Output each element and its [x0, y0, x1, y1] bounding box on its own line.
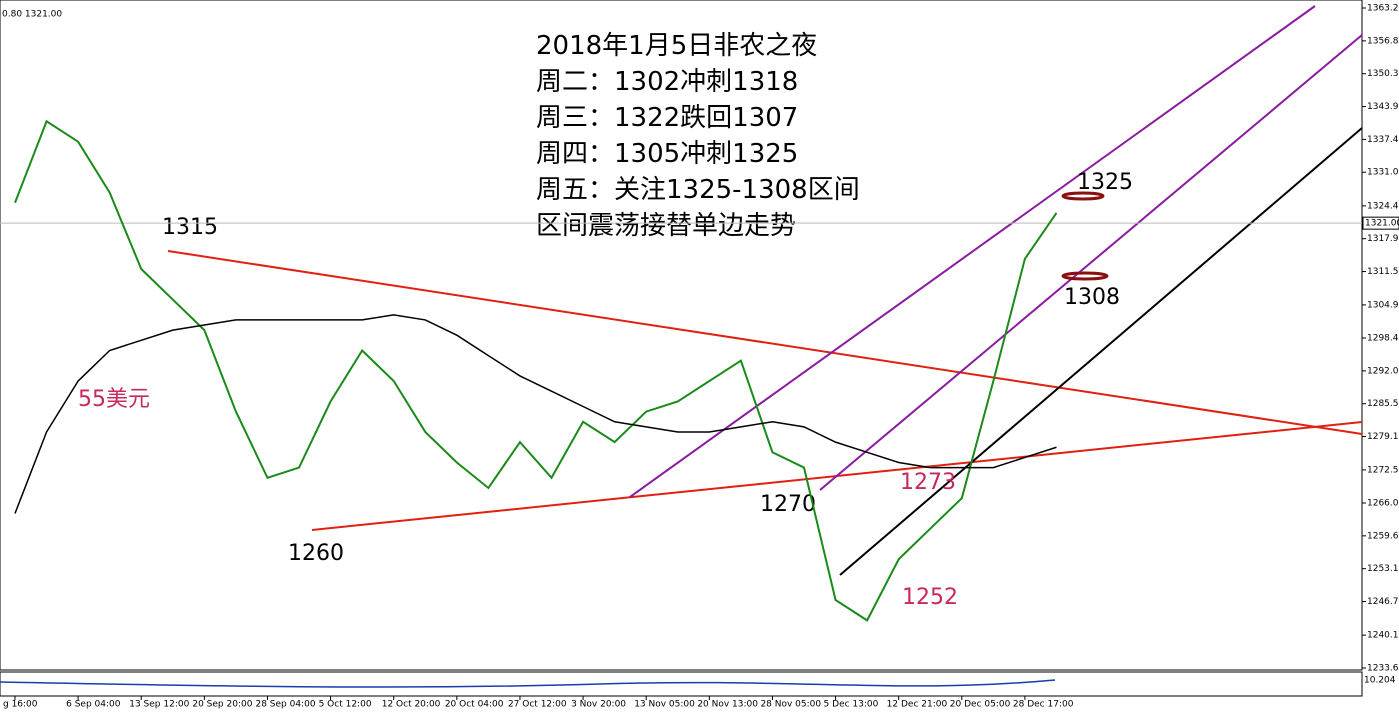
y-tick-label: 1331.00 — [1367, 168, 1399, 178]
indicator-frame — [0, 671, 1363, 697]
headline: 2018年1月5日非农之夜 — [536, 31, 817, 61]
y-tick-label: 1311.50 — [1367, 267, 1399, 277]
y-tick-label: 1350.35 — [1367, 69, 1399, 79]
x-tick-label: 20 Nov 13:00 — [697, 700, 758, 710]
headline: 区间震荡接替单边走势 — [536, 211, 796, 241]
x-tick-label: 13 Nov 05:00 — [634, 700, 695, 710]
x-tick-label: 5 Dec 13:00 — [824, 700, 879, 710]
y-tick-label: 1298.45 — [1367, 334, 1399, 344]
y-tick-label: 1292.00 — [1367, 366, 1399, 376]
indicator-line — [0, 679, 1056, 688]
annotation: 1270 — [760, 492, 816, 517]
x-tick-label: 13 Sep 12:00 — [129, 700, 189, 710]
headline: 周四：1305冲刺1325 — [536, 139, 798, 169]
y-tick-label: 1304.95 — [1367, 300, 1399, 310]
x-tick-label: 20 Oct 04:00 — [445, 700, 504, 710]
x-tick-label: 27 Oct 12:00 — [508, 700, 567, 710]
plot-frame — [0, 0, 1363, 671]
y-tick-label: 1240.10 — [1367, 631, 1399, 641]
x-tick-label: 20 Dec 05:00 — [950, 700, 1011, 710]
y-tick-label: 1266.05 — [1367, 499, 1399, 509]
y-tick-label: 1343.90 — [1367, 102, 1399, 112]
price-label: 1321.00 — [1365, 219, 1399, 229]
annotation: 55美元 — [78, 387, 150, 412]
annotation: 1315 — [162, 215, 218, 240]
x-tick-label: 20 Sep 20:00 — [192, 700, 252, 710]
headline: 周三：1322跌回1307 — [536, 103, 798, 133]
y-tick-label: 1259.60 — [1367, 531, 1399, 541]
y-tick-label: 1317.95 — [1367, 234, 1399, 244]
x-tick-label: 6 Sep 04:00 — [66, 700, 121, 710]
y-tick-label: 1324.40 — [1367, 201, 1399, 211]
price-box — [1362, 216, 1399, 230]
x-tick-label: g 16:00 — [3, 700, 38, 710]
x-tick-label: 12 Oct 20:00 — [382, 700, 441, 710]
x-tick-label: 5 Oct 12:00 — [319, 700, 372, 710]
annotation: 1325 — [1077, 170, 1133, 195]
y-tick-label: 1279.10 — [1367, 432, 1399, 442]
annotation: 1260 — [288, 541, 344, 566]
x-tick-label: 3 Nov 20:00 — [571, 700, 626, 710]
annotation: 1252 — [902, 585, 958, 610]
trend-lines — [167, 5, 1363, 576]
y-tick-label: 1253.15 — [1367, 564, 1399, 574]
y-tick-label: 1246.70 — [1367, 597, 1399, 607]
y-tick-label: 1272.55 — [1367, 465, 1399, 475]
y-tick-label: 1363.25 — [1367, 4, 1399, 14]
series-line — [14, 119, 1058, 622]
x-tick-label: 28 Sep 04:00 — [255, 700, 315, 710]
series-line — [14, 314, 1057, 514]
x-tick-label: 28 Dec 17:00 — [1013, 700, 1074, 710]
headline: 周五：关注1325-1308区间 — [536, 175, 860, 205]
x-tick-label: 12 Dec 21:00 — [887, 700, 948, 710]
y-tick-label: 1356.80 — [1367, 36, 1399, 46]
x-tick-label: 28 Nov 05:00 — [760, 700, 821, 710]
y-tick-label: 1233.65 — [1367, 664, 1399, 674]
headline: 周二：1302冲刺1318 — [536, 67, 798, 97]
header-text: 0.80 1321.00 — [2, 10, 62, 20]
y-tick-label: 1285.55 — [1367, 399, 1399, 409]
indicator-label: 10.204 — [1364, 676, 1396, 686]
y-tick-label: 1337.45 — [1367, 135, 1399, 145]
annotation: 1308 — [1064, 285, 1120, 310]
annotation: 1273 — [900, 470, 956, 495]
